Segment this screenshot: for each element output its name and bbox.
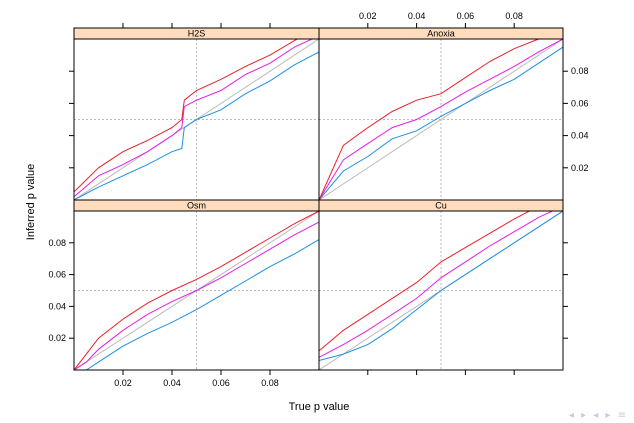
series-line-upper (319, 211, 531, 352)
series-line-lower (319, 211, 563, 361)
x-tick-label: 0.04 (163, 378, 181, 388)
y-tick-label: 0.04 (571, 131, 589, 141)
slide-navigation-icons[interactable]: ◂ ▸ ◂ ▸ ≡ (568, 410, 628, 421)
x-tick-label: 0.06 (457, 11, 475, 21)
panel-strip-label: Anoxia (427, 29, 455, 39)
x-tick-label: 0.06 (212, 378, 230, 388)
panel-cu: Cu (318, 199, 564, 371)
x-axis-label: True p value (289, 401, 350, 413)
y-tick-label: 0.08 (571, 66, 589, 76)
panel-strip-label: H2S (188, 29, 206, 39)
series-line-middle (319, 211, 554, 358)
series-line-middle (319, 39, 563, 200)
y-tick-label: 0.08 (48, 238, 66, 248)
panel-strip-label: Cu (435, 201, 447, 211)
x-tick-label: 0.04 (408, 11, 426, 21)
y-tick-label: 0.02 (48, 333, 66, 343)
panel-anoxia: Anoxia (318, 27, 564, 201)
y-axis-label: Inferred p value (25, 164, 37, 240)
x-tick-label: 0.02 (359, 11, 377, 21)
panel-strip-label: Osm (187, 201, 206, 211)
series-line-lower (74, 239, 319, 370)
x-tick-label: 0.08 (505, 11, 523, 21)
panels-group: H2S Anoxia Osm Cu (73, 27, 564, 371)
identity-line (319, 39, 563, 200)
series-line-middle (74, 39, 314, 198)
panel-h2s: H2S (73, 27, 320, 201)
y-tick-label: 0.02 (571, 163, 589, 173)
series-line-lower (74, 51, 319, 200)
y-tick-label: 0.06 (571, 98, 589, 108)
axes-group: 0.02 0.04 0.06 0.08 0.02 0.04 0.06 0.08 0.02 0.04… (48, 11, 588, 388)
x-tick-label: 0.02 (114, 378, 132, 388)
panel-border (318, 210, 564, 371)
panel-osm: Osm (73, 199, 320, 371)
series-line-lower (319, 46, 563, 200)
series-line-upper (74, 211, 319, 370)
series-line-middle (74, 221, 319, 370)
series-line-upper (319, 39, 540, 200)
x-tick-label: 0.08 (261, 378, 279, 388)
y-tick-label: 0.04 (48, 301, 66, 311)
series-line-upper (74, 39, 299, 193)
y-tick-label: 0.06 (48, 270, 66, 280)
